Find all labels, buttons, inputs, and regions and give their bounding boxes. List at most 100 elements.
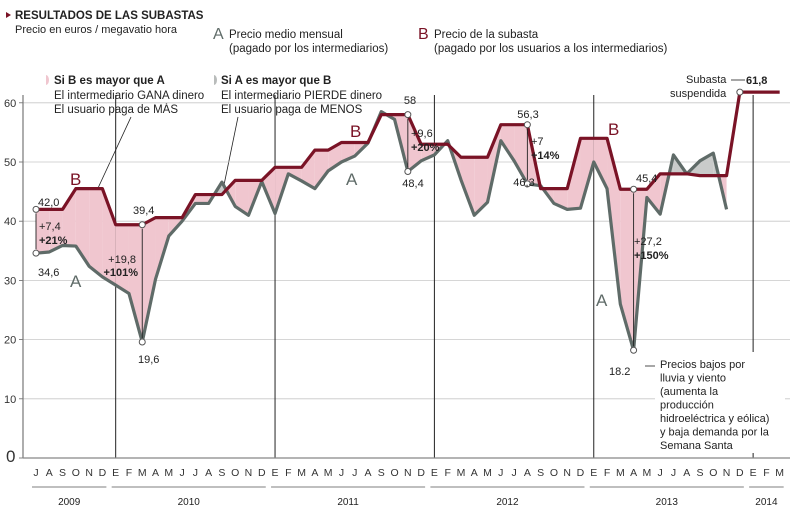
loss-line1: El intermediario PIERDE dinero	[221, 90, 382, 102]
x-month-label: O	[390, 467, 398, 479]
p5-b-value: 45,4	[636, 173, 657, 185]
gain-area	[460, 157, 475, 216]
b-point-marker	[138, 221, 146, 229]
b-point-marker	[630, 185, 638, 193]
series-b-letter: B	[70, 170, 81, 189]
x-month-label: A	[630, 467, 637, 479]
x-month-label: N	[85, 467, 93, 479]
y-tick-label: 60	[4, 98, 16, 110]
x-month-label: M	[616, 467, 625, 479]
gain-area	[314, 150, 329, 189]
x-month-label: D	[577, 467, 585, 479]
gain-swatch-icon	[46, 75, 49, 85]
a-point-marker	[523, 180, 531, 188]
x-month-label: D	[258, 467, 266, 479]
note-line: Semana Santa	[660, 440, 734, 452]
x-month-label: J	[193, 467, 198, 479]
p2-b-value: 39,4	[133, 205, 154, 217]
x-month-label: F	[763, 467, 769, 479]
loss-title: Si A es mayor que B	[221, 75, 331, 87]
chart-title: RESULTADOS DE LAS SUBASTAS	[15, 10, 204, 22]
x-month-label: J	[33, 467, 38, 479]
series-a-letter: A	[70, 272, 82, 291]
gain-area	[580, 138, 594, 209]
series-a-line	[35, 110, 729, 352]
x-month-label: E	[590, 467, 597, 479]
x-month-label: S	[218, 467, 225, 479]
x-month-label: S	[378, 467, 385, 479]
x-month-label: M	[138, 467, 147, 479]
y-tick-label: 20	[4, 335, 16, 347]
series-b-letter: B	[608, 120, 619, 139]
note-line: hidroeléctrica y eólica)	[660, 413, 769, 425]
suspended-value: 61,8	[746, 75, 767, 87]
suspended-label-2: suspendida	[670, 88, 727, 100]
x-month-label: J	[179, 467, 184, 479]
year-label: 2013	[656, 497, 679, 508]
suspended-label-1: Subasta	[686, 74, 727, 86]
gain-area	[36, 209, 50, 254]
x-month-label: A	[471, 467, 478, 479]
b-point-marker	[736, 88, 744, 96]
p2-diff: +19,8	[108, 254, 136, 266]
legend-b-line1: Precio de la subasta	[434, 29, 539, 41]
p3-a-value: 48,4	[402, 178, 423, 190]
gain-area	[407, 114, 422, 172]
x-month-label: M	[164, 467, 173, 479]
legend-a-line1: Precio medio mensual	[229, 29, 343, 41]
gain-area	[593, 138, 608, 189]
p5-a-value: 18.2	[609, 366, 630, 378]
x-month-label: J	[511, 467, 516, 479]
p1-a-value: 34,6	[38, 267, 59, 279]
note-line: Precios bajos por	[660, 359, 745, 371]
x-month-label: D	[99, 467, 107, 479]
gain-area	[235, 180, 249, 216]
note-line: y baja demanda por la	[660, 427, 770, 439]
legend-a-line2: (pagado por los intermediarios)	[229, 43, 388, 55]
p3-b-value: 58	[404, 95, 416, 107]
note-background	[655, 352, 785, 453]
annotations: 42,0 34,6 +7,4 +21% 39,4 19,6 +19,8+101% 58 48,4…	[32, 74, 785, 453]
x-month-label: E	[272, 467, 279, 479]
y-tick-label: 50	[4, 157, 16, 169]
legend-b-line2: (pagado por los usuarios a los intermedi…	[434, 43, 667, 55]
x-month-label: A	[524, 467, 531, 479]
x-month-label: M	[643, 467, 652, 479]
b-point-marker	[32, 205, 40, 213]
x-month-label: S	[537, 467, 544, 479]
gain-area	[474, 157, 488, 216]
note-line: lluvia y viento	[660, 373, 726, 385]
gain-area	[89, 188, 103, 277]
x-month-label: O	[550, 467, 558, 479]
loss-area	[700, 153, 714, 176]
p1-b-value: 42,0	[38, 197, 59, 209]
x-month-label: S	[59, 467, 66, 479]
a-point-marker	[32, 249, 40, 257]
x-month-label: J	[498, 467, 503, 479]
y-tick-label: 30	[4, 275, 16, 287]
loss-swatch-icon	[214, 75, 217, 85]
x-month-label: M	[775, 467, 784, 479]
x-month-label: J	[339, 467, 344, 479]
x-month-label: N	[723, 467, 731, 479]
year-label: 2012	[496, 497, 519, 508]
x-month-label: F	[285, 467, 291, 479]
x-month-label: E	[431, 467, 438, 479]
p3-pct: +20%	[411, 142, 440, 154]
a-point-marker	[138, 338, 146, 346]
x-month-label: E	[750, 467, 757, 479]
x-month-label: A	[205, 467, 212, 479]
p2-a-value: 19,6	[138, 354, 159, 366]
x-month-label: J	[671, 467, 676, 479]
gain-area	[115, 224, 129, 294]
x-month-label: O	[72, 467, 80, 479]
x-month-label: A	[683, 467, 690, 479]
p1-pct: +21%	[39, 235, 68, 247]
a-point-marker	[404, 167, 412, 175]
b-point-marker	[523, 121, 531, 129]
gain-pointer-line	[91, 116, 132, 202]
chart-subtitle: Precio en euros / megavatio hora	[15, 24, 178, 36]
title-bullet-icon	[6, 12, 11, 18]
